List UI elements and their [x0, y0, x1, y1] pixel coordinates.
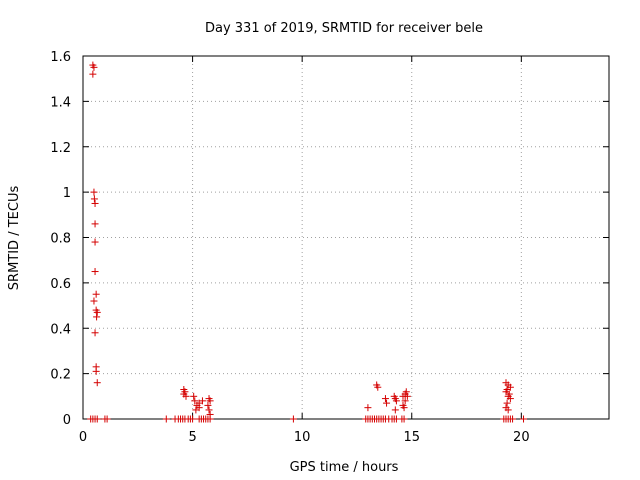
data-point — [503, 399, 511, 407]
y-tick-label: 1.6 — [50, 50, 71, 65]
data-point — [103, 415, 111, 423]
data-point — [204, 401, 212, 409]
axis-ticks: 0 0.2 0.4 0.6 0.8 1 1.2 1.4 1.6 0 5 10 15 20 — [50, 50, 609, 445]
data-point — [364, 404, 372, 412]
x-tick-label: 0 — [79, 430, 87, 445]
data-point — [91, 238, 99, 246]
data-point — [289, 415, 297, 423]
data-point — [93, 379, 101, 387]
data-point — [403, 392, 411, 400]
data-point — [89, 70, 97, 78]
data-point — [402, 388, 410, 396]
x-tick-label: 15 — [403, 430, 420, 445]
y-tick-label: 1 — [63, 186, 71, 201]
data-point — [91, 199, 99, 207]
data-point — [198, 397, 206, 405]
data-point — [91, 268, 99, 276]
data-point — [391, 406, 399, 414]
x-tick-label: 20 — [513, 430, 530, 445]
data-point — [206, 397, 214, 405]
data-point — [504, 406, 512, 414]
data-point — [90, 297, 98, 305]
data-point — [90, 63, 98, 71]
y-tick-label: 0 — [63, 413, 71, 428]
data-point — [506, 395, 514, 403]
data-point — [93, 308, 101, 316]
data-point — [392, 397, 400, 405]
data-point — [91, 220, 99, 228]
grid — [83, 56, 609, 419]
data-point — [93, 313, 101, 321]
data-point — [509, 415, 517, 423]
data-point — [90, 188, 98, 196]
data-point — [191, 397, 199, 405]
data-point — [189, 415, 197, 423]
data-point — [182, 392, 190, 400]
data-point — [383, 399, 391, 407]
chart-title: Day 331 of 2019, SRMTID for receiver bel… — [205, 21, 483, 36]
data-point — [206, 410, 214, 418]
data-point — [520, 415, 528, 423]
data-point — [205, 406, 213, 414]
data-point — [93, 415, 101, 423]
y-tick-label: 0.2 — [50, 368, 71, 383]
y-tick-label: 0.6 — [50, 277, 71, 292]
y-tick-label: 1.2 — [50, 141, 71, 156]
x-tick-label: 10 — [294, 430, 311, 445]
data-points — [87, 61, 528, 423]
data-point — [190, 392, 198, 400]
data-point — [401, 397, 409, 405]
plot-frame — [82, 55, 610, 420]
data-point — [400, 404, 408, 412]
data-point — [92, 367, 100, 375]
x-tick-label: 5 — [188, 430, 196, 445]
data-point — [91, 329, 99, 337]
y-tick-label: 0.4 — [50, 322, 71, 337]
data-point — [195, 404, 203, 412]
data-point — [400, 415, 408, 423]
y-tick-label: 0.8 — [50, 232, 71, 247]
y-axis-label: SRMTID / TECUs — [7, 186, 22, 291]
data-point — [381, 395, 389, 403]
y-tick-label: 1.4 — [50, 95, 71, 110]
data-point — [374, 383, 382, 391]
data-point — [92, 290, 100, 298]
data-point — [162, 415, 170, 423]
x-axis-label: GPS time / hours — [290, 460, 399, 475]
data-point — [90, 195, 98, 203]
